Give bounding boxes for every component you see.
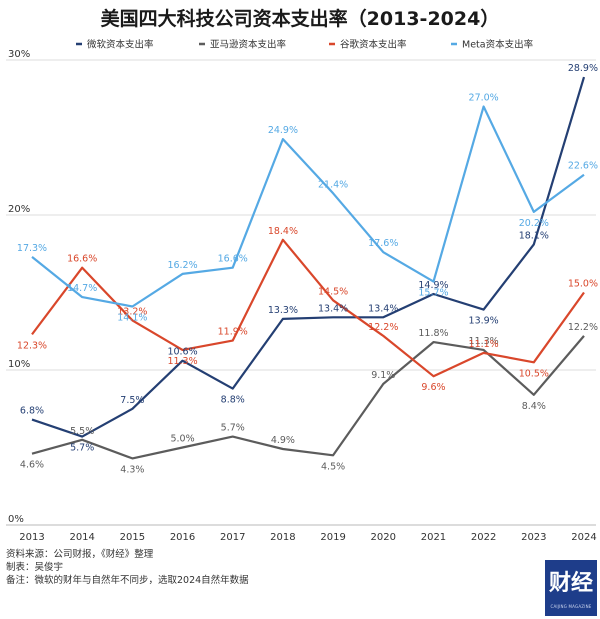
x-tick-label: 2015	[120, 532, 145, 543]
data-label: 4.6%	[20, 460, 44, 471]
data-label: 13.4%	[318, 303, 348, 314]
data-label: 11.9%	[218, 327, 248, 338]
data-label: 15.0%	[568, 279, 598, 290]
data-label: 4.5%	[321, 461, 345, 472]
data-label: 10.6%	[167, 347, 197, 358]
data-label: 14.1%	[117, 312, 147, 323]
maker-note: 制表：吴俊宇	[6, 562, 64, 573]
x-tick-label: 2014	[69, 532, 94, 543]
y-tick-label: 20%	[8, 204, 30, 215]
y-tick-labels: 0% 10% 20% 30%	[8, 49, 30, 525]
x-tick-label: 2022	[471, 532, 496, 543]
data-label: 20.2%	[519, 218, 549, 229]
caijing-logo-subtitle: CAIJING MAGAZINE	[550, 604, 592, 609]
data-label: 16.6%	[218, 254, 248, 265]
x-tick-label: 2024	[571, 532, 596, 543]
legend-label: Meta资本支出率	[462, 39, 534, 51]
data-label: 7.5%	[120, 395, 144, 406]
data-label: 11.8%	[418, 328, 448, 339]
legend-label: 谷歌资本支出率	[340, 39, 407, 51]
legend-label: 亚马逊资本支出率	[210, 39, 287, 51]
x-tick-label: 2018	[270, 532, 295, 543]
data-label: 12.3%	[17, 340, 47, 351]
data-label: 18.4%	[268, 226, 298, 237]
data-label: 8.8%	[221, 395, 245, 406]
series-line	[31, 335, 585, 460]
y-tick-label: 30%	[8, 49, 30, 60]
legend-label: 微软资本支出率	[87, 39, 154, 51]
legend: 微软资本支出率 亚马逊资本支出率 谷歌资本支出率 Meta资本支出率	[76, 39, 534, 51]
x-tick-label: 2021	[421, 532, 446, 543]
data-label: 15.7%	[418, 288, 448, 299]
data-label: 13.3%	[268, 305, 298, 316]
data-label: 5.5%	[70, 426, 94, 437]
series-line	[31, 238, 585, 378]
data-label: 17.3%	[17, 243, 47, 254]
data-label: 11.1%	[469, 339, 499, 350]
x-tick-label: 2019	[320, 532, 345, 543]
data-label: 8.4%	[522, 401, 546, 412]
data-label: 11.3%	[167, 356, 197, 367]
data-label: 28.9%	[568, 63, 598, 74]
series-lines	[31, 76, 586, 460]
data-label: 5.0%	[170, 434, 194, 445]
chart-title: 美国四大科技公司资本支出率（2013-2024）	[100, 8, 500, 30]
data-label: 4.9%	[271, 435, 295, 446]
gridlines	[6, 59, 596, 526]
x-tick-label: 2020	[371, 532, 396, 543]
series-line	[31, 76, 586, 438]
x-tick-labels: 2013 2014 2015 2016 2017 2018 2019 2020 2021 2022…	[19, 532, 596, 543]
data-label: 18.1%	[519, 230, 549, 241]
data-label: 4.3%	[120, 464, 144, 475]
x-tick-label: 2023	[521, 532, 546, 543]
data-label: 9.1%	[371, 370, 395, 381]
data-label: 9.6%	[421, 382, 445, 393]
data-label: 13.2%	[117, 306, 147, 317]
caijing-logo: 财经	[545, 560, 597, 616]
data-label: 12.2%	[568, 322, 598, 333]
data-label: 13.4%	[368, 303, 398, 314]
y-tick-label: 10%	[8, 359, 30, 370]
x-tick-label: 2017	[220, 532, 245, 543]
data-label: 27.0%	[469, 93, 499, 104]
data-label: 14.7%	[67, 283, 97, 294]
data-label: 14.5%	[318, 286, 348, 297]
source-note: 资料来源：公司财报，《财经》整理	[6, 549, 154, 560]
data-label: 11.3%	[469, 336, 499, 347]
x-tick-label: 2016	[170, 532, 195, 543]
data-label: 22.6%	[568, 161, 598, 172]
data-label: 16.2%	[167, 260, 197, 271]
data-label: 10.5%	[519, 368, 549, 379]
data-label: 24.9%	[268, 125, 298, 136]
data-label: 12.2%	[368, 322, 398, 333]
data-label: 21.4%	[318, 179, 348, 190]
y-tick-label: 0%	[8, 514, 24, 525]
data-label: 14.9%	[418, 280, 448, 291]
data-label: 16.6%	[67, 254, 97, 265]
data-label: 5.7%	[70, 443, 94, 454]
data-label: 13.9%	[469, 316, 499, 327]
data-label: 6.8%	[20, 406, 44, 417]
x-tick-label: 2013	[19, 532, 44, 543]
series-line	[31, 105, 585, 308]
data-label: 17.6%	[368, 238, 398, 249]
data-label: 5.7%	[221, 423, 245, 434]
remark-note: 备注：微软的财年与自然年不同步，选取2024自然年数据	[6, 575, 249, 586]
data-labels: 6.8% 5.7% 7.5% 10.6% 8.8% 13.3% 13.4% 13.4% 14.9…	[17, 63, 598, 475]
